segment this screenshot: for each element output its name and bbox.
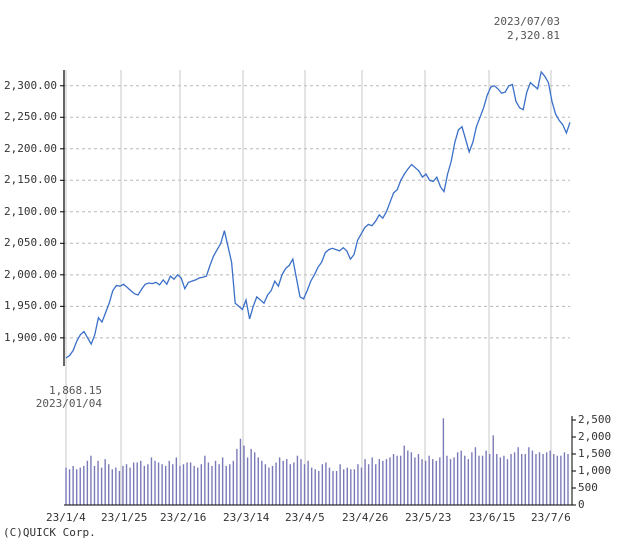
grid-lines [64, 70, 570, 505]
axes [60, 70, 576, 506]
price-tick-label: 2,300.00 [4, 78, 57, 92]
price-tick-label: 1,900.00 [4, 330, 57, 344]
date-label: 23/7/6 [531, 511, 571, 524]
price-tick-label: 2,050.00 [4, 236, 57, 250]
price-tick-label: 2,200.00 [4, 141, 57, 155]
date-label: 23/6/15 [469, 511, 516, 524]
date-label: 23/4/26 [342, 511, 389, 524]
date-label: 23/2/16 [160, 511, 207, 524]
volume-tick-label: 2,500 [578, 413, 612, 426]
date-label: 23/1/4 [46, 511, 86, 524]
price-tick-label: 2,250.00 [4, 110, 57, 124]
volume-tick-label: 500 [578, 481, 598, 494]
volume-tick-label: 2,000 [578, 430, 612, 443]
high-value-label: 2,320.81 [507, 29, 560, 42]
volume-bars [65, 418, 569, 505]
date-label: 23/3/14 [223, 511, 270, 524]
copyright-label: (C)QUICK Corp. [3, 526, 96, 539]
volume-tick-label: 1,500 [578, 447, 612, 460]
price-tick-label: 2,000.00 [4, 267, 57, 281]
date-label: 23/5/23 [405, 511, 452, 524]
volume-tick-label: 1,000 [578, 464, 612, 477]
low-date-label: 2023/01/04 [35, 397, 102, 410]
date-label: 23/1/25 [101, 511, 148, 524]
price-line [65, 70, 571, 359]
price-tick-label: 2,100.00 [4, 204, 57, 218]
volume-tick-label: 0 [578, 498, 585, 511]
low-value-label: 1,868.15 [49, 384, 102, 397]
date-label: 23/4/5 [285, 511, 325, 524]
price-tick-label: 1,950.00 [4, 299, 57, 313]
high-date-label: 2023/07/03 [493, 15, 560, 28]
price-tick-label: 2,150.00 [4, 173, 57, 187]
